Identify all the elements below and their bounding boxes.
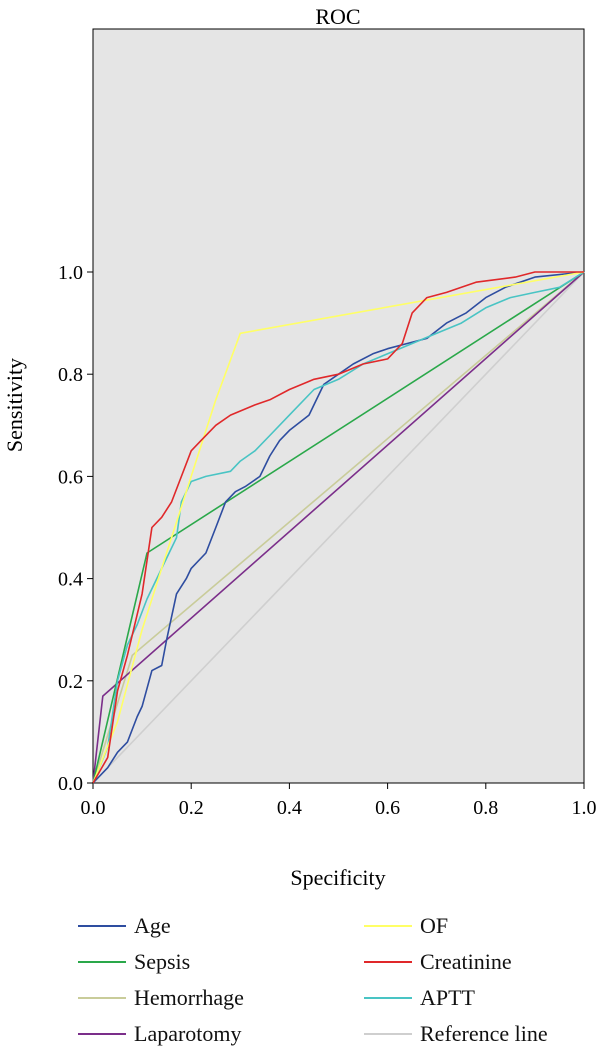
legend-label-laparotomy: Laparotomy bbox=[134, 1021, 242, 1046]
y-tick-label: 0.0 bbox=[58, 773, 83, 795]
legend-label-reference-line: Reference line bbox=[420, 1021, 548, 1046]
x-tick-label: 0.0 bbox=[81, 797, 106, 819]
x-tick-label: 1.0 bbox=[572, 797, 597, 819]
series-line-sepsis bbox=[92, 271, 585, 784]
chart-title: ROC bbox=[315, 4, 360, 29]
x-tick-label: 0.6 bbox=[375, 797, 400, 819]
legend-label-aptt: APTT bbox=[420, 985, 475, 1010]
x-tick-label: 0.4 bbox=[277, 797, 302, 819]
y-tick-label: 0.4 bbox=[58, 569, 83, 591]
legend-label-hemorrhage: Hemorrhage bbox=[134, 985, 244, 1010]
series-line-hemorrhage bbox=[92, 271, 585, 784]
plot-area bbox=[92, 28, 585, 784]
legend-item-creatinine: Creatinine bbox=[364, 946, 512, 978]
legend-item-laparotomy: Laparotomy bbox=[78, 1018, 242, 1050]
legend-item-aptt: APTT bbox=[364, 982, 475, 1014]
legend-item-age: Age bbox=[78, 910, 171, 942]
legend-swatch-laparotomy bbox=[78, 1033, 126, 1035]
x-tick-label: 0.8 bbox=[473, 797, 498, 819]
legend-swatch-reference-line bbox=[364, 1033, 412, 1035]
legend-item-of: OF bbox=[364, 910, 448, 942]
legend-swatch-age bbox=[78, 925, 126, 927]
y-tick-label: 0.8 bbox=[58, 364, 83, 386]
legend-swatch-of bbox=[364, 925, 412, 927]
legend-swatch-hemorrhage bbox=[78, 997, 126, 999]
x-tick-label: 0.2 bbox=[179, 797, 204, 819]
legend-item-sepsis: Sepsis bbox=[78, 946, 190, 978]
legend-swatch-creatinine bbox=[364, 961, 412, 963]
legend: Age Sepsis Hemorrhage Laparotomy OF Crea… bbox=[78, 908, 598, 1054]
y-tick-label: 1.0 bbox=[58, 262, 83, 284]
series-line-reference-line bbox=[92, 271, 585, 784]
series-line-creatinine bbox=[92, 271, 584, 784]
legend-swatch-sepsis bbox=[78, 961, 126, 963]
y-tick-label: 0.6 bbox=[58, 466, 83, 488]
series-line-laparotomy bbox=[92, 271, 585, 784]
legend-label-sepsis: Sepsis bbox=[134, 949, 191, 974]
legend-label-of: OF bbox=[420, 913, 449, 938]
legend-item-reference-line: Reference line bbox=[364, 1018, 548, 1050]
y-tick-label: 0.2 bbox=[58, 671, 83, 693]
series-line-aptt bbox=[92, 271, 585, 784]
legend-label-creatinine: Creatinine bbox=[420, 949, 512, 974]
legend-item-hemorrhage: Hemorrhage bbox=[78, 982, 244, 1014]
series-line-age bbox=[92, 271, 585, 784]
legend-label-age: Age bbox=[134, 913, 171, 938]
series-layer bbox=[92, 271, 585, 784]
legend-swatch-aptt bbox=[364, 997, 412, 999]
x-axis-label: Specificity bbox=[290, 865, 385, 890]
y-axis-label: Sensitivity bbox=[2, 358, 27, 452]
series-line-of bbox=[92, 271, 585, 784]
axis-ticks: 0.00.0 0.2 0.2 0.4 0.4 0.6 0.6 0.8 0.8 1.0 1.0 bbox=[58, 262, 597, 819]
